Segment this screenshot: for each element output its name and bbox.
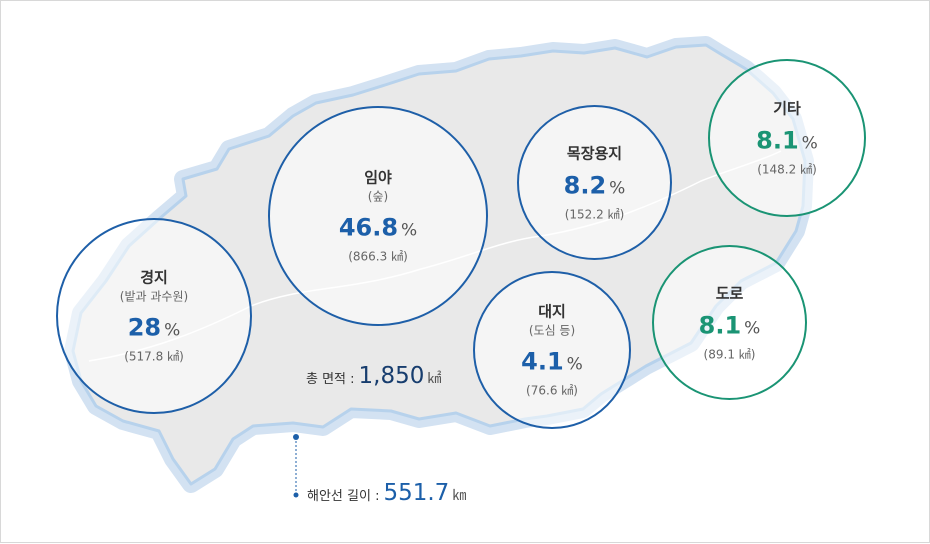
forest-percent-value: 46.8	[338, 213, 399, 242]
other-percent-unit: %	[801, 133, 818, 154]
other-area: (148.2 ㎢)	[757, 162, 817, 177]
pasture-percent-value: 8.2	[563, 171, 607, 199]
other-percent-value: 8.1	[756, 126, 799, 155]
site-percent: 4.1%	[475, 344, 629, 383]
forest-sub: (숲)	[367, 189, 389, 204]
site-percent-unit: %	[566, 354, 583, 375]
road-area: (89.1 ㎢)	[703, 347, 756, 361]
coastline-marker-bottom	[293, 492, 299, 498]
site-circle: 대지 (도심 등) 4.1% (76.6 ㎢)	[473, 271, 631, 429]
forest-percent-unit: %	[401, 220, 418, 241]
pasture-percent: 8.2%	[519, 167, 670, 206]
forest-area: (866.3 ㎢)	[348, 249, 408, 264]
forest-percent: 46.8%	[270, 210, 486, 249]
total-area-label: 총 면적 :	[306, 372, 355, 387]
coastline-label: 해안선 길이 :	[307, 489, 380, 504]
site-sub: (도심 등)	[528, 323, 576, 338]
road-percent-unit: %	[744, 318, 761, 338]
coastline-unit: ㎞	[452, 488, 467, 504]
coastline-marker-top	[293, 434, 299, 440]
farmland-percent: 28%	[58, 310, 250, 349]
pasture-circle: 목장용지 8.2% (152.2 ㎢)	[517, 105, 672, 260]
road-percent-value: 8.1	[698, 311, 742, 339]
farmland-circle: 경지 (밭과 과수원) 28% (517.8 ㎢)	[56, 218, 252, 414]
farmland-percent-unit: %	[164, 320, 181, 341]
other-circle: 기타 8.1% (148.2 ㎢)	[708, 59, 866, 217]
other-percent: 8.1%	[710, 123, 864, 162]
total-area-value: 1,850	[358, 363, 425, 389]
farmland-area: (517.8 ㎢)	[124, 349, 184, 364]
pasture-percent-unit: %	[609, 178, 626, 198]
farmland-percent-value: 28	[127, 313, 162, 342]
coastline-value: 551.7	[383, 480, 450, 506]
forest-circle: 임야 (숲) 46.8% (866.3 ㎢)	[268, 106, 488, 326]
site-name: 대지	[538, 302, 566, 321]
coastline-length: 해안선 길이 :551.7 ㎞	[307, 480, 466, 506]
pasture-area: (152.2 ㎢)	[564, 207, 625, 221]
site-percent-value: 4.1	[521, 347, 564, 376]
site-area: (76.6 ㎢)	[526, 383, 578, 398]
total-area-unit: ㎢	[427, 371, 442, 387]
forest-name: 임야	[364, 168, 392, 187]
road-percent: 8.1%	[654, 307, 805, 346]
road-name: 도로	[715, 284, 744, 302]
pasture-name: 목장용지	[566, 144, 623, 162]
total-area: 총 면적 :1,850 ㎢	[306, 363, 441, 389]
road-circle: 도로 8.1% (89.1 ㎢)	[652, 245, 807, 400]
farmland-name: 경지	[140, 268, 168, 287]
farmland-sub: (밭과 과수원)	[119, 289, 189, 304]
other-name: 기타	[773, 99, 801, 118]
